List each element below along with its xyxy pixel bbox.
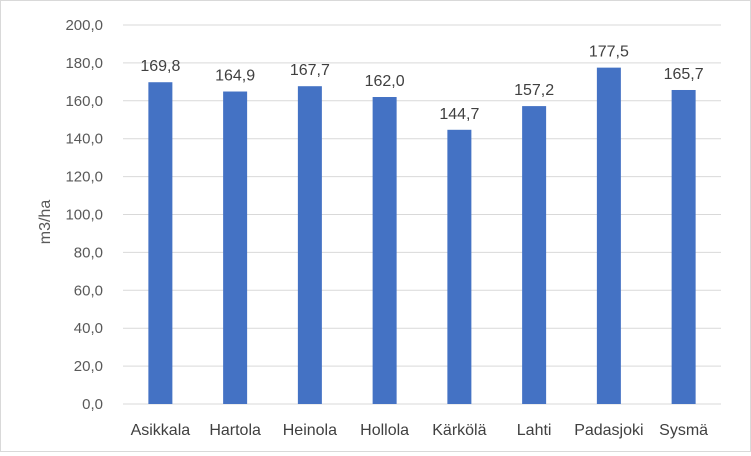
- y-tick-label: 180,0: [65, 55, 103, 72]
- y-tick-label: 160,0: [65, 93, 103, 110]
- category-label: Padasjoki: [574, 422, 643, 439]
- bar-lahti: [522, 106, 547, 404]
- data-label: 157,2: [514, 82, 554, 99]
- bar-heinola: [297, 86, 322, 405]
- category-label: Kärkölä: [432, 422, 486, 439]
- bar-asikkala: [148, 82, 173, 404]
- data-label: 167,7: [290, 62, 330, 79]
- bar-kärkölä: [447, 129, 472, 404]
- bar-padasjoki: [596, 67, 621, 404]
- y-tick-label: 0,0: [82, 396, 103, 413]
- y-tick-label: 120,0: [65, 169, 103, 186]
- category-label: Hollola: [360, 422, 409, 439]
- gridlines: [123, 24, 721, 405]
- y-tick-label: 40,0: [74, 320, 103, 337]
- y-tick-label: 100,0: [65, 207, 103, 224]
- category-labels: Asikkala Hartola Heinola Hollola Kärkölä Laht…: [131, 422, 709, 439]
- category-label: Sysmä: [659, 422, 708, 439]
- category-label: Hartola: [209, 422, 261, 439]
- data-label: 144,7: [439, 106, 479, 123]
- bar-sysmä: [671, 89, 696, 404]
- y-tick-label: 80,0: [74, 244, 103, 261]
- data-label: 177,5: [589, 44, 629, 61]
- category-label: Asikkala: [131, 422, 191, 439]
- y-axis-ticks: 0,0 20,0 40,0 60,0 80,0 100,0 120,0 140,0 160,0 1…: [65, 17, 103, 413]
- category-label: Lahti: [517, 422, 552, 439]
- y-tick-label: 60,0: [74, 282, 103, 299]
- bar-hollola: [372, 97, 397, 404]
- category-label: Heinola: [283, 422, 337, 439]
- y-tick-label: 200,0: [65, 17, 103, 34]
- data-labels: 169,8 164,9 167,7 162,0 144,7 157,2 177,5 165,7: [140, 44, 703, 123]
- bar-hartola: [223, 91, 248, 405]
- bars: [148, 67, 696, 405]
- data-label: 162,0: [365, 73, 405, 90]
- data-label: 164,9: [215, 68, 255, 85]
- y-axis-title: m3/ha: [37, 200, 54, 245]
- data-label: 165,7: [664, 66, 704, 83]
- y-tick-label: 140,0: [65, 131, 103, 148]
- data-label: 169,8: [140, 58, 180, 75]
- y-tick-label: 20,0: [74, 358, 103, 375]
